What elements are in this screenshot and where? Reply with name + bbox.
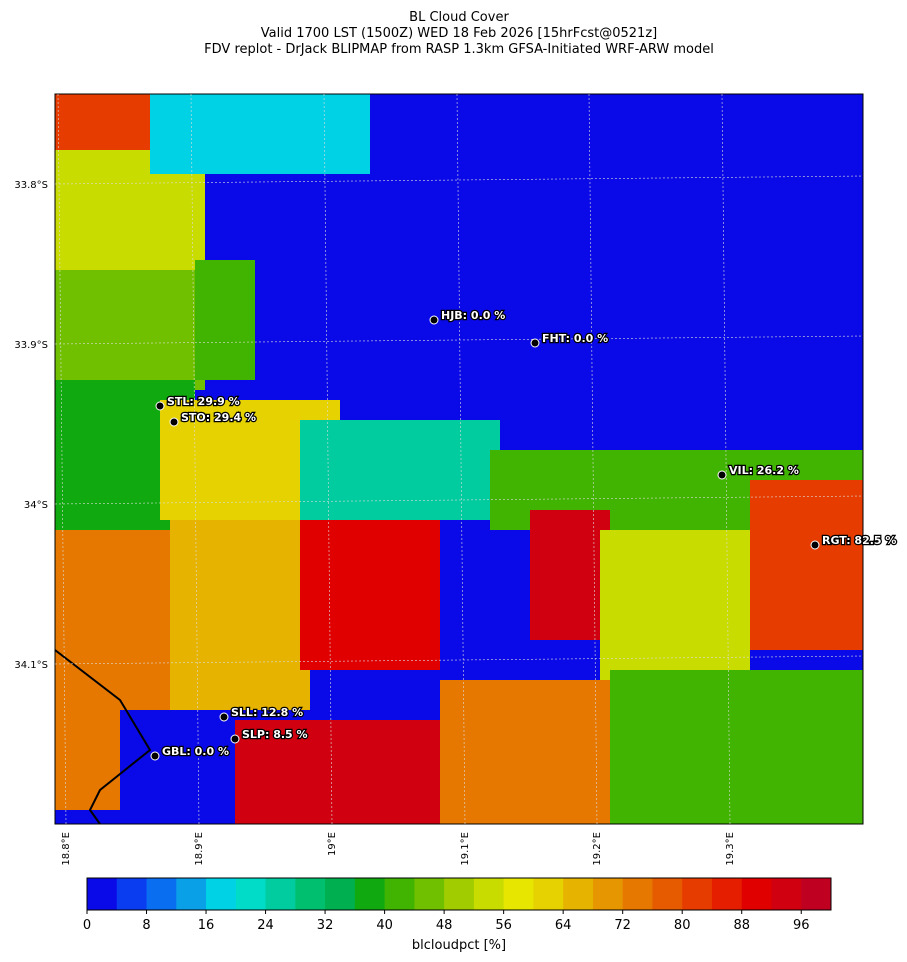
title-line: Valid 1700 LST (1500Z) WED 18 Feb 2026 […	[261, 26, 657, 41]
colorbar-tick-label: 80	[674, 918, 691, 933]
colorbar-segment	[563, 878, 594, 910]
colorbar-segment	[176, 878, 207, 910]
colorbar-segment	[116, 878, 148, 910]
station-marker	[219, 712, 229, 722]
graticule	[57, 93, 67, 825]
title-line: BL Cloud Cover	[409, 10, 509, 25]
colorbar-segment	[652, 878, 683, 910]
colorbar-segment	[295, 878, 326, 910]
colorbar-label: blcloudpct [%]	[412, 938, 506, 953]
colorbar-tick-label: 48	[436, 918, 453, 933]
lon-label: 18.8°E	[61, 832, 72, 866]
lat-label: 34.1°S	[14, 660, 48, 671]
colorbar-segment	[87, 878, 118, 910]
colorbar-tick-label: 72	[614, 918, 631, 933]
lon-label: 19°E	[327, 832, 338, 856]
colorbar-tick-label: 64	[555, 918, 572, 933]
station-marker	[230, 734, 240, 744]
colorbar-segment	[771, 878, 802, 910]
colorbar-segment	[235, 878, 267, 910]
lat-label: 34°S	[24, 500, 48, 511]
colorbar-segment	[146, 878, 177, 910]
colorbar-tick-label: 32	[317, 918, 334, 933]
graticule	[54, 655, 864, 665]
station-label: RGT: 82.5 %	[822, 534, 896, 547]
colorbar: 0 8 16 24 32 40 48 56 64 72 80 88 96 blcloudpct [%]	[83, 877, 832, 953]
station-marker	[530, 338, 540, 348]
graticule	[323, 93, 333, 825]
graticule	[190, 93, 200, 825]
station-label: VIL: 26.2 %	[729, 464, 799, 477]
colorbar-frame	[86, 877, 832, 911]
colorbar-segment	[622, 878, 653, 910]
graticule	[588, 93, 598, 825]
graticule	[54, 495, 864, 505]
station-marker	[429, 315, 439, 325]
lon-label: 19.2°E	[592, 832, 603, 866]
graticule	[54, 175, 864, 185]
colorbar-tick-label: 16	[198, 918, 215, 933]
colorbar-tick-label: 0	[83, 918, 91, 933]
lon-label: 19.1°E	[460, 832, 471, 866]
colorbar-segment	[592, 878, 624, 910]
station-label: SLL: 12.8 %	[231, 706, 303, 719]
colorbar-segment	[444, 878, 475, 910]
lon-label: 18.9°E	[194, 832, 205, 866]
station-marker	[717, 470, 727, 480]
colorbar-tick-label: 40	[376, 918, 393, 933]
colorbar-tick-label: 96	[793, 918, 810, 933]
station-label: HJB: 0.0 %	[441, 309, 505, 322]
graticule	[721, 93, 731, 825]
colorbar-segment	[741, 878, 772, 910]
graticule	[54, 335, 864, 345]
station-label: FHT: 0.0 %	[542, 332, 608, 345]
colorbar-segment	[473, 878, 505, 910]
colorbar-segment	[414, 878, 445, 910]
station-marker	[155, 401, 165, 411]
colorbar-segment	[801, 878, 832, 910]
colorbar-segment	[533, 878, 564, 910]
title-line: FDV replot - DrJack BLIPMAP from RASP 1.…	[204, 42, 714, 57]
map-axes: 33.8°S 33.9°S 34°S 34.1°S 18.8°E 18.9°E 19°E 19…	[14, 93, 864, 866]
colorbar-segment	[354, 878, 386, 910]
colorbar-segment	[325, 878, 356, 910]
colorbar-tick-label: 56	[495, 918, 512, 933]
map-frame	[54, 93, 864, 825]
station-label: STL: 29.9 %	[167, 395, 240, 408]
colorbar-segment	[265, 878, 296, 910]
lat-label: 33.9°S	[14, 340, 48, 351]
cloud-raster	[55, 94, 863, 824]
colorbar-segment	[682, 878, 713, 910]
lon-label: 19.3°E	[725, 832, 736, 866]
lat-label: 33.8°S	[14, 180, 48, 191]
colorbar-segment	[711, 878, 743, 910]
colorbar-segment	[206, 878, 237, 910]
stations: HJB: 0.0 % FHT: 0.0 % STL: 29.9 % STO: 29.4…	[150, 308, 898, 761]
station-label: STO: 29.4 %	[181, 411, 256, 424]
station-label: GBL: 0.0 %	[162, 745, 229, 758]
colorbar-segment	[384, 878, 415, 910]
station-marker	[150, 751, 160, 761]
colorbar-segment	[503, 878, 534, 910]
station-marker	[810, 540, 820, 550]
colorbar-tick-label: 88	[733, 918, 750, 933]
graticule	[456, 93, 466, 825]
colorbar-tick-label: 8	[142, 918, 150, 933]
colorbar-tick-label: 24	[257, 918, 274, 933]
station-label: SLP: 8.5 %	[242, 728, 308, 741]
station-marker	[169, 417, 179, 427]
